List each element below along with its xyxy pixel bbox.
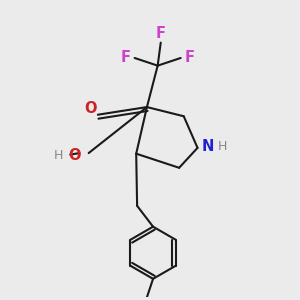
Text: H: H bbox=[53, 149, 63, 162]
Text: N: N bbox=[201, 139, 214, 154]
Text: H: H bbox=[218, 140, 227, 153]
Text: O: O bbox=[84, 101, 96, 116]
Text: O: O bbox=[69, 148, 81, 163]
Text: F: F bbox=[121, 50, 130, 65]
Text: F: F bbox=[185, 50, 195, 65]
Text: F: F bbox=[156, 26, 166, 41]
